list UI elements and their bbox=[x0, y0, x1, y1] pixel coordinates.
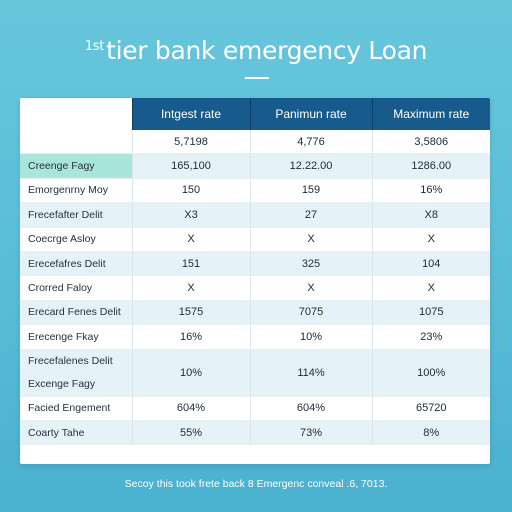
table-cell: X bbox=[249, 275, 372, 301]
table-cell: X bbox=[249, 227, 372, 252]
table-row: Coarty Tahe 55% 73% 8% bbox=[20, 420, 490, 446]
table-row: Creenge Fagy 165,100 12.22.00 1286.00 bbox=[20, 153, 490, 179]
row-label-line-2: Excenge Fagy bbox=[28, 377, 96, 390]
table-cell: 4,776 bbox=[249, 130, 372, 155]
rate-table: Intgest rate Panimun rate Maximum rate 5… bbox=[20, 98, 490, 446]
rate-table-card: Intgest rate Panimun rate Maximum rate 5… bbox=[20, 98, 490, 464]
table-row: Crorred Faloy X X X bbox=[20, 275, 490, 301]
table-row: 5,7198 4,776 3,5806 bbox=[20, 130, 490, 155]
table-row: Erecefafres Delit 151 325 104 bbox=[20, 251, 490, 277]
table-cell: 16% bbox=[131, 324, 250, 350]
table-cell: 604% bbox=[249, 396, 372, 421]
table-cell: 100% bbox=[371, 349, 490, 397]
table-cell: 16% bbox=[371, 178, 490, 204]
table-cell: 5,7198 bbox=[131, 130, 250, 155]
table-cell: 10% bbox=[249, 324, 372, 350]
row-label: Emorgenrny Moy bbox=[20, 178, 132, 204]
row-label: Frecefalenes Delit Excenge Fagy bbox=[20, 349, 132, 397]
table-cell: 159 bbox=[249, 178, 372, 204]
table-cell: X bbox=[131, 275, 250, 301]
table-cell: 165,100 bbox=[131, 153, 250, 179]
row-label: Frecefafter Delit bbox=[20, 202, 132, 228]
row-label: Creenge Fagy bbox=[20, 153, 132, 179]
table-cell: 73% bbox=[249, 420, 372, 446]
table-cell: 7075 bbox=[249, 300, 372, 326]
row-label: Erecefafres Delit bbox=[20, 251, 132, 277]
table-row: Erecenge Fkay 16% 10% 23% bbox=[20, 324, 490, 350]
table-cell: 55% bbox=[131, 420, 250, 446]
table-cell: 27 bbox=[249, 202, 372, 228]
table-cell: X3 bbox=[131, 202, 250, 228]
table-cell: 3,5806 bbox=[371, 130, 490, 155]
title-text: tier bank emergency Loan bbox=[106, 36, 428, 65]
header-interest-rate: Intgest rate bbox=[131, 98, 250, 130]
table-header-row: Intgest rate Panimun rate Maximum rate bbox=[20, 98, 490, 130]
row-label-line-1: Frecefalenes Delit bbox=[28, 354, 113, 367]
table-cell: 1575 bbox=[131, 300, 250, 326]
table-cell: 151 bbox=[131, 251, 250, 277]
footer-note: Secoy this took frete back 8 Emergenc co… bbox=[124, 478, 388, 490]
table-cell: 114% bbox=[249, 349, 372, 397]
table-cell: X8 bbox=[371, 202, 490, 228]
table-cell: 8% bbox=[371, 420, 490, 446]
table-cell: 1075 bbox=[371, 300, 490, 326]
page-title: 1sttier bank emergency Loan bbox=[0, 36, 512, 65]
table-cell: 325 bbox=[249, 251, 372, 277]
table-cell: 10% bbox=[131, 349, 250, 397]
table-row: Erecard Fenes Delit 1575 7075 1075 bbox=[20, 300, 490, 326]
table-cell: 604% bbox=[131, 396, 250, 421]
header-maximum-rate: Maximum rate bbox=[371, 98, 490, 130]
title-underline bbox=[245, 77, 269, 79]
row-label: Erecard Fenes Delit bbox=[20, 300, 132, 326]
table-row: Emorgenrny Moy 150 159 16% bbox=[20, 178, 490, 204]
table-cell: X bbox=[131, 227, 250, 252]
table-cell: 65720 bbox=[371, 396, 490, 421]
table-cell: X bbox=[371, 227, 490, 252]
row-label: Coecrge Asloy bbox=[20, 227, 132, 252]
table-row: Coecrge Asloy X X X bbox=[20, 227, 490, 252]
row-label: Facied Engement bbox=[20, 396, 132, 421]
header-minimum-rate: Panimun rate bbox=[249, 98, 372, 130]
table-row: Frecefalenes Delit Excenge Fagy 10% 114% … bbox=[20, 349, 490, 397]
table-row: Frecefafter Delit X3 27 X8 bbox=[20, 202, 490, 228]
title-superscript: 1st bbox=[84, 38, 105, 54]
table-cell: 23% bbox=[371, 324, 490, 350]
table-cell: X bbox=[371, 275, 490, 301]
table-cell: 150 bbox=[131, 178, 250, 204]
row-label bbox=[20, 130, 132, 155]
header-blank bbox=[20, 98, 132, 130]
table-row: Facied Engement 604% 604% 65720 bbox=[20, 396, 490, 421]
row-label: Coarty Tahe bbox=[20, 420, 132, 446]
table-cell: 1286.00 bbox=[371, 153, 490, 179]
table-cell: 104 bbox=[371, 251, 490, 277]
table-cell: 12.22.00 bbox=[249, 153, 372, 179]
row-label: Erecenge Fkay bbox=[20, 324, 132, 350]
row-label: Crorred Faloy bbox=[20, 275, 132, 301]
